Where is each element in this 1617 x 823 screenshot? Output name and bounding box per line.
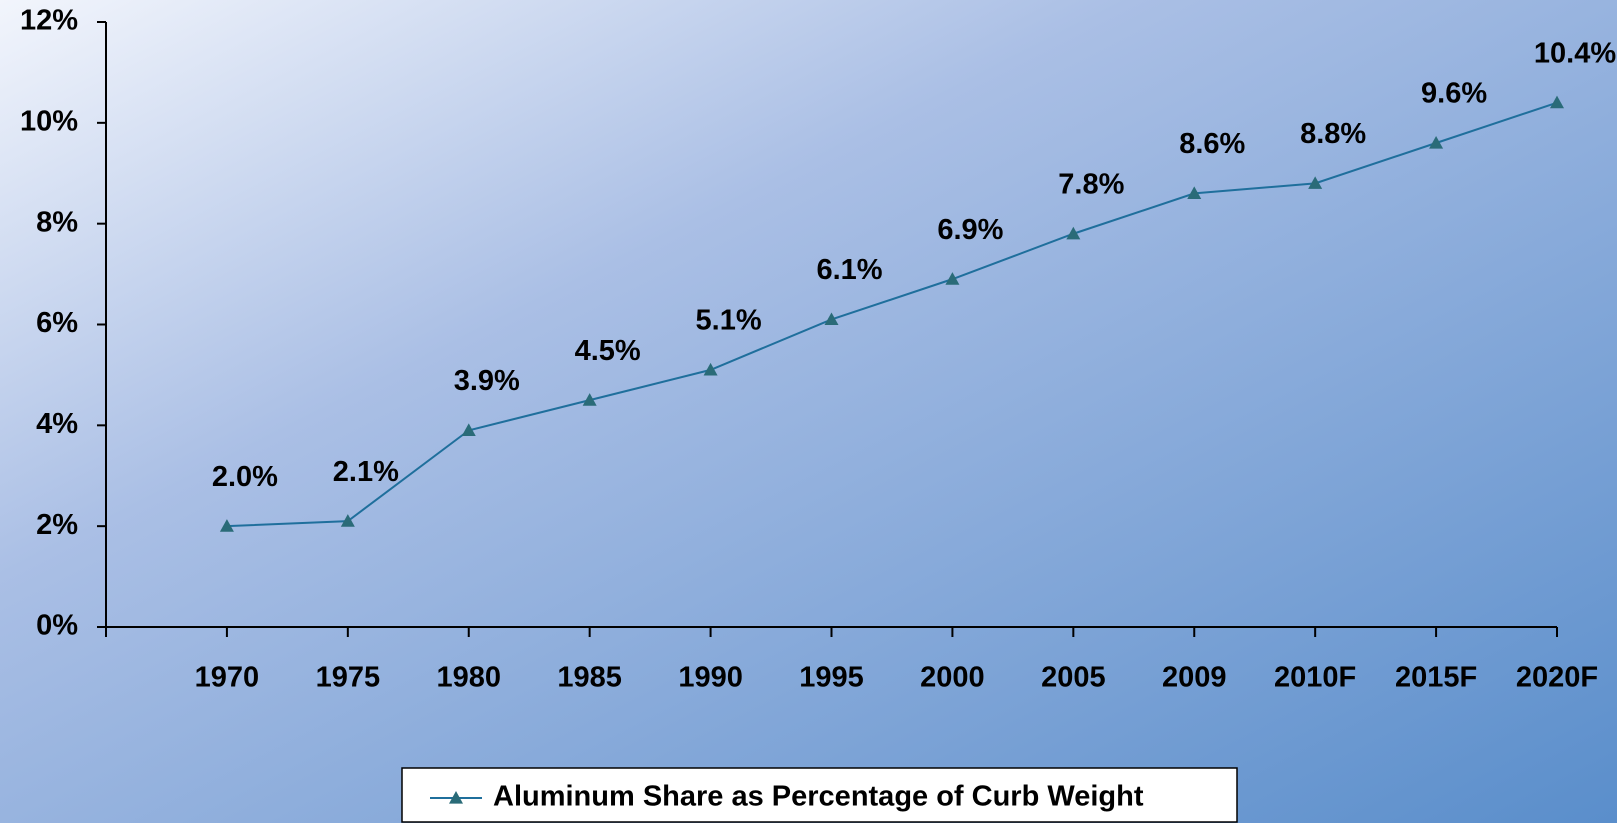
- marker: [1429, 136, 1444, 149]
- data-label: 3.9%: [454, 365, 520, 397]
- y-tick-label: 0%: [36, 610, 78, 642]
- marker: [824, 312, 839, 326]
- x-tick-label: 1995: [799, 662, 864, 694]
- x-tick-label: 1990: [678, 662, 743, 694]
- marker: [1066, 226, 1081, 240]
- marker: [1308, 176, 1323, 189]
- x-tick-label: 2005: [1041, 662, 1106, 694]
- data-label: 8.8%: [1300, 118, 1366, 150]
- x-tick-label: 2009: [1162, 662, 1227, 694]
- marker: [461, 423, 476, 436]
- x-tick-label: 1970: [195, 662, 260, 694]
- x-tick-label: 2020F: [1516, 662, 1598, 694]
- data-label: 5.1%: [696, 305, 762, 337]
- marker: [340, 514, 355, 527]
- x-tick-label: 1975: [316, 662, 381, 694]
- data-label: 6.1%: [816, 254, 882, 286]
- marker: [1550, 95, 1564, 109]
- x-tick-label: 2015F: [1395, 662, 1477, 694]
- data-label: 8.6%: [1179, 128, 1245, 160]
- x-tick-label: 1980: [436, 662, 501, 694]
- data-label: 6.9%: [937, 214, 1003, 246]
- line: [226, 101, 1558, 528]
- data-label: 10.4%: [1534, 37, 1616, 69]
- marker: [945, 272, 960, 285]
- data-label: 9.6%: [1421, 78, 1487, 110]
- legend-label: Aluminum Share as Percentage of Curb Wei…: [493, 781, 1144, 813]
- data-label: 2.0%: [212, 461, 278, 493]
- data-label: 2.1%: [333, 456, 399, 488]
- y-tick-label: 6%: [36, 307, 78, 339]
- y-tick-label: 10%: [20, 105, 78, 137]
- marker: [219, 519, 234, 532]
- legend-marker: [449, 791, 463, 804]
- x-tick-label: 1985: [557, 662, 622, 694]
- y-tick-label: 2%: [36, 509, 78, 541]
- y-tick-label: 8%: [36, 206, 78, 238]
- x-tick-label: 2010F: [1274, 662, 1356, 694]
- data-label: 4.5%: [575, 335, 641, 367]
- data-label: 7.8%: [1058, 168, 1124, 200]
- legend-box: [401, 767, 1238, 823]
- x-tick-label: 2000: [920, 662, 985, 694]
- y-tick-label: 12%: [20, 5, 78, 37]
- y-tick-label: 4%: [36, 408, 78, 440]
- marker: [703, 362, 718, 376]
- marker: [582, 393, 597, 406]
- marker: [1187, 186, 1202, 200]
